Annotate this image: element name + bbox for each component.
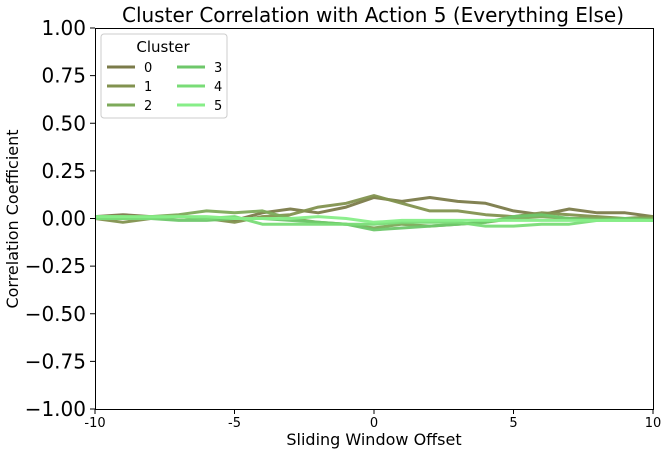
- x-axis-label: Sliding Window Offset: [286, 430, 461, 449]
- y-tick-label: 0.25: [41, 159, 86, 183]
- y-axis-label: Correlation Coefficient: [3, 129, 22, 308]
- series-lines: [94, 194, 654, 232]
- legend-title: Cluster: [136, 38, 190, 56]
- y-tick-label: −0.25: [25, 254, 86, 278]
- legend-label-cluster-0: 0: [144, 61, 152, 76]
- x-tick-label: -5: [228, 416, 241, 431]
- y-tick-label: −1.00: [25, 397, 86, 421]
- y-tick-label: −0.75: [25, 349, 86, 373]
- y-tick-label: −0.50: [25, 302, 86, 326]
- legend-box: [100, 33, 228, 119]
- legend-label-cluster-4: 4: [214, 80, 222, 95]
- y-tick-label: 0.75: [41, 64, 86, 88]
- y-tick-label: 1.00: [41, 16, 86, 40]
- y-tick-label: 0.00: [41, 207, 86, 231]
- legend-label-cluster-1: 1: [144, 80, 152, 95]
- series-line-cluster-3: [95, 213, 654, 232]
- x-tick-label: -10: [84, 416, 105, 431]
- series-line-cluster-5: [95, 215, 653, 224]
- axis-ticks: 1.00 0.75 0.50 0.25 0.00 −0.25 −0.50 −0.75 −1.00…: [25, 16, 662, 431]
- legend-label-cluster-5: 5: [214, 99, 222, 114]
- x-tick-label: 0: [370, 416, 378, 431]
- chart-title: Cluster Correlation with Action 5 (Every…: [122, 3, 624, 27]
- legend-label-cluster-2: 2: [144, 99, 152, 114]
- legend-label-cluster-3: 3: [214, 61, 222, 76]
- y-tick-label: 0.50: [41, 111, 86, 135]
- x-tick-label: 10: [645, 416, 662, 431]
- legend: Cluster 0 1 2 3 4 5: [100, 33, 228, 119]
- x-tick-label: 5: [509, 416, 517, 431]
